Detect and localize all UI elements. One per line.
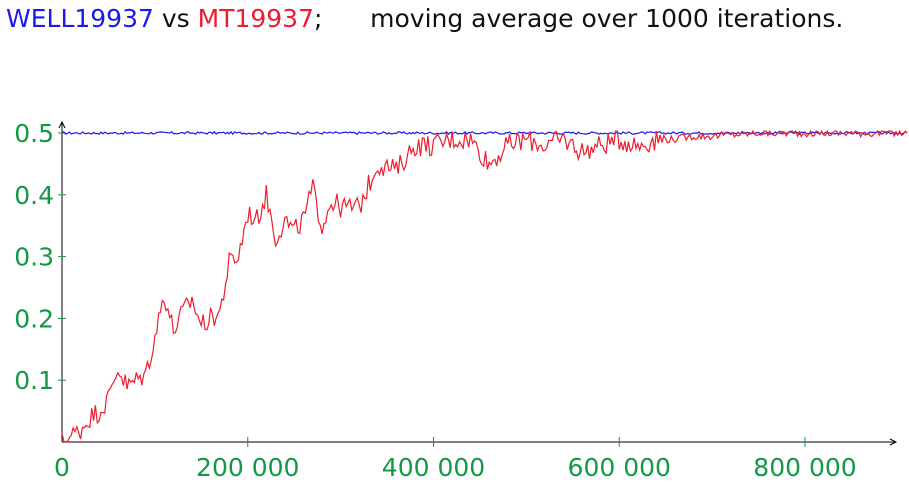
chart-title: WELL19937 vs MT19937; moving average ove… — [6, 4, 843, 34]
x-tick-label: 600 000 — [568, 453, 671, 482]
series-group — [61, 129, 908, 443]
y-axis-arrow — [58, 120, 66, 129]
y-tick-label: 0.4 — [14, 181, 54, 210]
title-separator: ; — [314, 4, 323, 33]
series-line-mt19937 — [61, 129, 908, 443]
title-caption: moving average over 1000 iterations. — [370, 4, 844, 33]
y-tick-label: 0.3 — [14, 243, 54, 272]
x-tick-label: 400 000 — [382, 453, 485, 482]
x-tick-label: 800 000 — [753, 453, 856, 482]
y-tick-label: 0.5 — [14, 119, 54, 148]
axes — [58, 120, 898, 447]
title-series-well: WELL19937 — [6, 4, 154, 33]
tick-labels: 0 200 000 400 000 600 000 800 000 0.1 0.2 0.3 0.… — [14, 119, 856, 482]
x-axis-arrow — [889, 438, 898, 446]
y-tick-label: 0.2 — [14, 304, 54, 333]
x-tick-label: 0 — [54, 453, 70, 482]
y-tick-label: 0.1 — [14, 366, 54, 395]
title-series-mt: MT19937 — [197, 4, 314, 33]
x-tick-label: 200 000 — [196, 453, 299, 482]
title-vs: vs — [153, 4, 198, 33]
series-line-well19937 — [62, 130, 908, 136]
